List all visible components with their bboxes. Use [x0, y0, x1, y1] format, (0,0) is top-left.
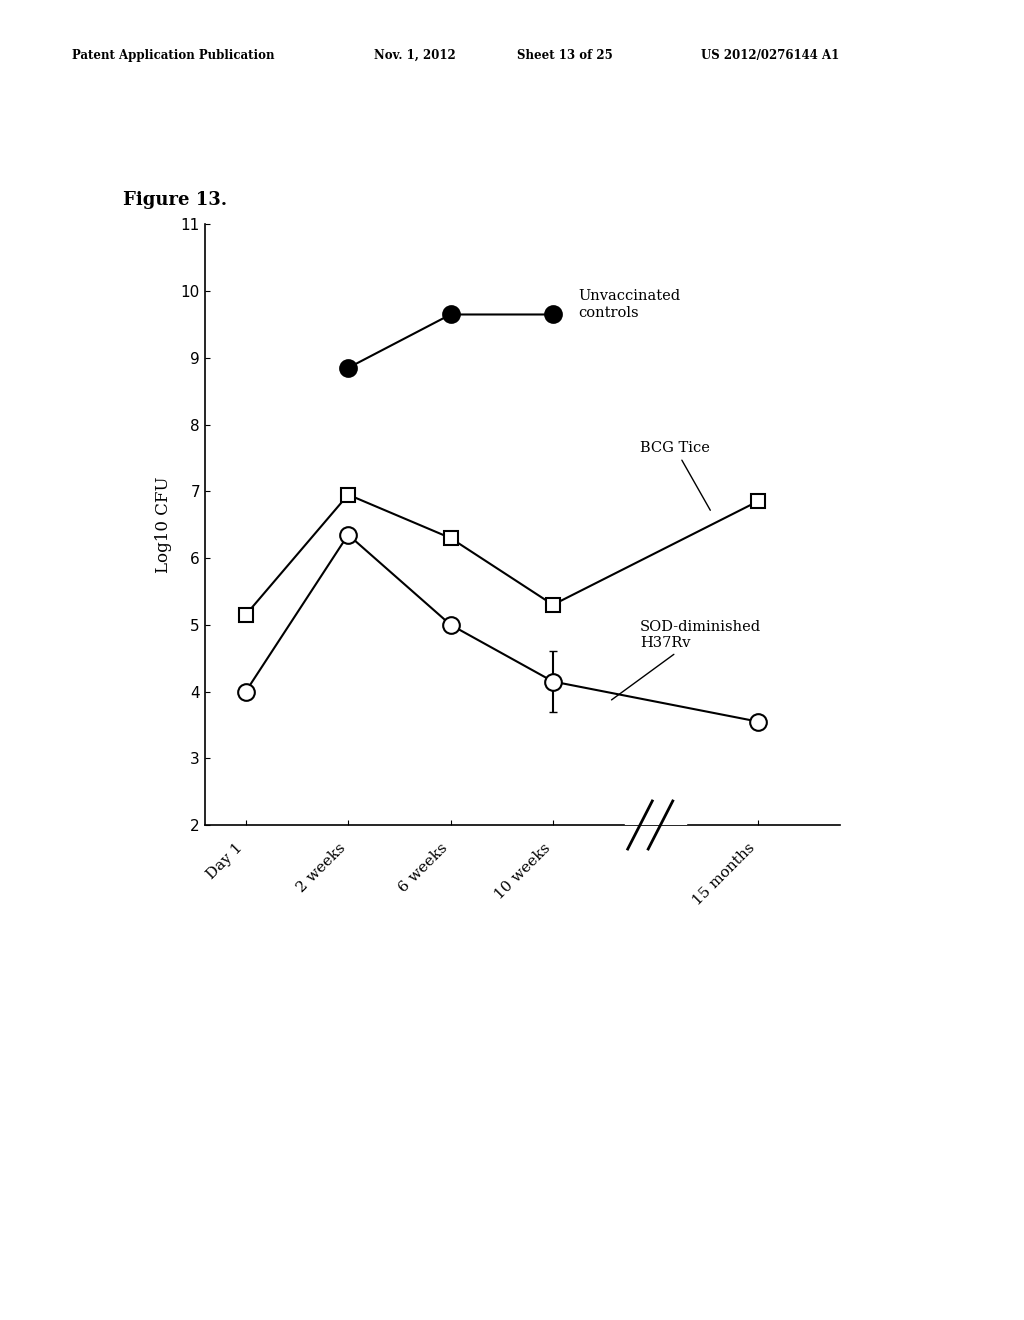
Text: BCG Tice: BCG Tice: [640, 441, 711, 511]
Text: 10 weeks: 10 weeks: [492, 841, 553, 902]
Text: Patent Application Publication: Patent Application Publication: [72, 49, 274, 62]
Text: US 2012/0276144 A1: US 2012/0276144 A1: [701, 49, 840, 62]
Text: Unvaccinated
controls: Unvaccinated controls: [579, 289, 681, 319]
Text: Figure 13.: Figure 13.: [123, 191, 227, 210]
Text: SOD-diminished
H37Rv: SOD-diminished H37Rv: [611, 619, 761, 700]
Text: 6 weeks: 6 weeks: [396, 841, 451, 895]
Y-axis label: Log10 CFU: Log10 CFU: [156, 477, 172, 573]
Text: Day 1: Day 1: [205, 841, 246, 882]
Bar: [625, 813, 686, 873]
Text: Sheet 13 of 25: Sheet 13 of 25: [517, 49, 613, 62]
Text: 2 weeks: 2 weeks: [294, 841, 348, 895]
Text: 15 months: 15 months: [690, 841, 758, 908]
Text: Nov. 1, 2012: Nov. 1, 2012: [374, 49, 456, 62]
